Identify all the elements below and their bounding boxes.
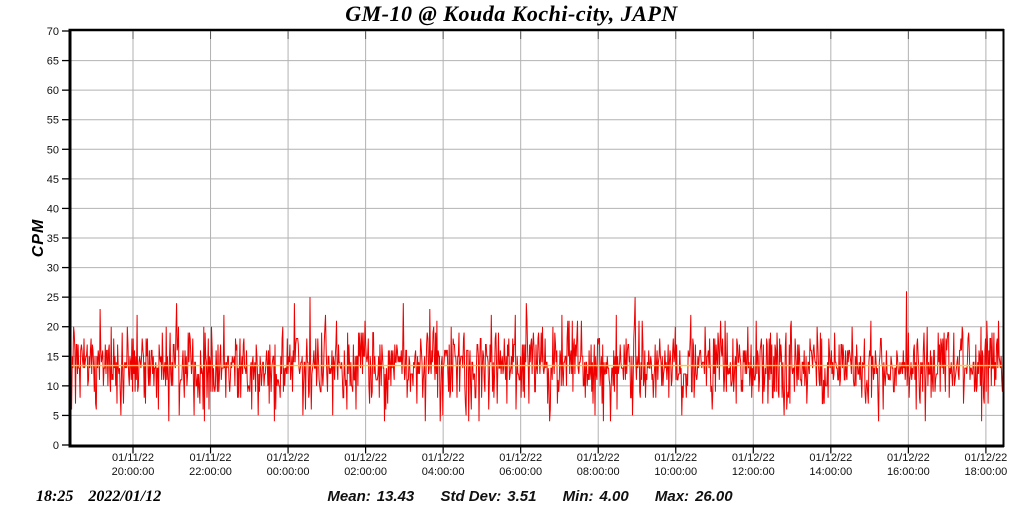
x-tick-time: 22:00:00	[189, 466, 232, 478]
x-tick-date: 01/12/22	[344, 452, 387, 464]
x-tick-time: 10:00:00	[654, 466, 697, 478]
x-tick-date: 01/12/22	[887, 452, 930, 464]
stat-min: Min: 4.00	[563, 488, 629, 505]
x-tick-time: 16:00:00	[887, 466, 930, 478]
cpm-time-series-chart: 0 5 10 15 20 25 30 35 40 45 50 55 60 65 70 01/11/22 20:0…	[47, 26, 1008, 478]
x-tick-time: 20:00:00	[112, 466, 155, 478]
x-tick-date: 01/12/22	[654, 452, 697, 464]
stat-mean-label: Mean:	[327, 488, 371, 505]
stat-stddev: Std Dev: 3.51	[440, 488, 536, 505]
stat-stddev-label: Std Dev:	[440, 488, 502, 505]
x-tick-time: 18:00:00	[964, 466, 1007, 478]
stats-bar: Mean: 13.43 Std Dev: 3.51 Min: 4.00 Max: 26.…	[57, 488, 1003, 505]
y-tick-label: 25	[47, 292, 59, 304]
y-tick-label: 35	[47, 233, 59, 245]
y-tick-label: 45	[47, 174, 59, 186]
x-tick-time: 12:00:00	[732, 466, 775, 478]
cpm-series-line	[70, 291, 1004, 422]
stat-min-value: 4.00	[599, 488, 629, 505]
y-tick-label: 60	[47, 85, 59, 97]
stat-stddev-value: 3.51	[507, 488, 537, 505]
y-tick-label: 65	[47, 56, 59, 68]
y-tick-label: 50	[47, 144, 59, 156]
x-tick-date: 01/12/22	[422, 452, 465, 464]
status-time: 18:25	[36, 488, 74, 505]
y-tick-label: 70	[47, 26, 59, 38]
y-tick-label: 20	[47, 322, 59, 334]
x-tick-date: 01/12/22	[267, 452, 310, 464]
x-tick-time: 08:00:00	[577, 466, 620, 478]
status-date: 2022/01/12	[88, 488, 162, 505]
stat-max: Max: 26.00	[655, 488, 733, 505]
x-tick-time: 14:00:00	[809, 466, 852, 478]
y-tick-label: 55	[47, 115, 59, 127]
x-tick-time: 06:00:00	[499, 466, 542, 478]
stat-min-label: Min:	[562, 488, 594, 505]
status-bar-clock: 18:25 2022/01/12	[36, 488, 161, 506]
x-tick-date: 01/12/22	[964, 452, 1007, 464]
x-tick-time: 00:00:00	[267, 466, 310, 478]
y-tick-label: 30	[47, 263, 59, 275]
x-tick-time: 04:00:00	[422, 466, 465, 478]
x-tick-date: 01/12/22	[577, 452, 620, 464]
y-tick-label: 10	[47, 381, 59, 393]
stat-mean: Mean: 13.43	[327, 488, 414, 505]
stat-mean-value: 13.43	[376, 488, 415, 505]
y-tick-label: 5	[53, 410, 59, 422]
y-tick-label: 15	[47, 351, 59, 363]
y-tick-label: 0	[53, 440, 59, 452]
x-tick-date: 01/12/22	[732, 452, 775, 464]
x-tick-date: 01/11/22	[112, 452, 154, 464]
x-tick-date: 01/11/22	[190, 452, 232, 464]
stat-max-value: 26.00	[695, 488, 733, 505]
y-tick-label: 40	[47, 203, 59, 215]
stat-max-label: Max:	[654, 488, 690, 505]
chart-title: GM-10 @ Kouda Kochi-city, JAPN	[345, 1, 678, 26]
x-tick-date: 01/12/22	[499, 452, 542, 464]
x-tick-time: 02:00:00	[344, 466, 387, 478]
x-tick-date: 01/12/22	[809, 452, 852, 464]
